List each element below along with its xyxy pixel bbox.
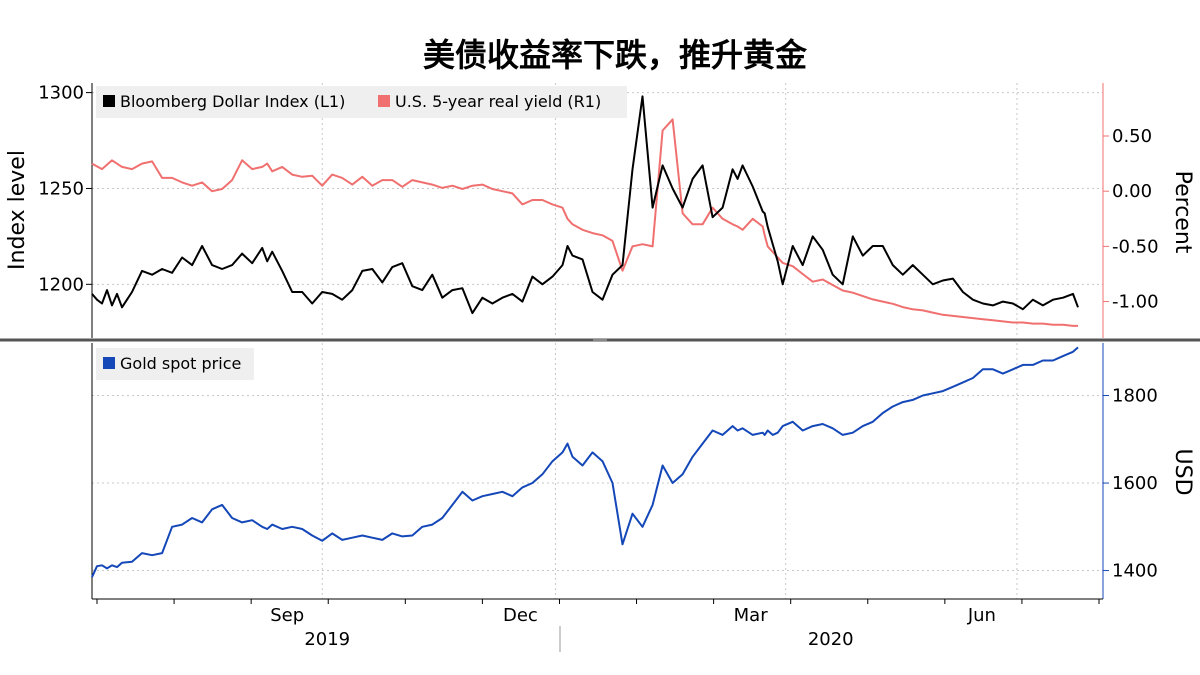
top-legend: Bloomberg Dollar Index (L1) U.S. 5-year …: [96, 86, 627, 118]
left-tick-label-1: 1250: [38, 178, 84, 199]
legend-swatch-dollar-index: [103, 95, 115, 107]
chart-title: 美债收益率下跌，推升黄金: [423, 36, 808, 74]
top-legend-background: [96, 86, 627, 118]
bottom-panel: 1400 1600 1800 Gold spot price USD: [91, 343, 1195, 600]
left-tick-label-0: 1200: [38, 274, 84, 295]
month-label-3: Jun: [967, 605, 996, 626]
bottom-series: [91, 346, 1079, 578]
series-line-gold: [91, 346, 1079, 578]
right-tick-label-2: -0.50: [1112, 236, 1159, 257]
right-tick-label-1: 0.00: [1112, 181, 1152, 202]
legend-label-dollar-index: Bloomberg Dollar Index (L1): [120, 92, 345, 111]
usd-tick-label-1: 1600: [1112, 473, 1158, 494]
top-left-ticks: 1200 1250 1300: [38, 83, 92, 295]
right-axis-title-percent: Percent: [1170, 171, 1195, 254]
month-label-2: Mar: [734, 605, 769, 626]
time-axis: Sep Dec Mar Jun 2019 2020: [96, 599, 1100, 650]
top-right-ticks: 0.50 0.00 -0.50 -1.00: [1103, 126, 1159, 313]
bottom-legend: Gold spot price: [96, 348, 254, 380]
top-series: [91, 95, 1079, 327]
top-panel: 1200 1250 1300 0.50 0.00 -0.50 -1.00 Bloomber…: [5, 83, 1195, 338]
left-axis-title: Index level: [5, 150, 30, 270]
legend-label-gold: Gold spot price: [120, 354, 241, 373]
month-label-1: Dec: [503, 605, 538, 626]
right-tick-label-3: -1.00: [1112, 292, 1159, 313]
left-tick-label-2: 1300: [38, 83, 84, 104]
year-label-0: 2019: [304, 629, 350, 650]
series-line-real-yield: [91, 118, 1078, 327]
usd-tick-label-0: 1400: [1112, 561, 1158, 582]
year-label-1: 2020: [808, 629, 854, 650]
series-line-dollar-index: [91, 95, 1079, 315]
usd-tick-label-2: 1800: [1112, 386, 1158, 407]
bottom-legend-background: [96, 348, 254, 380]
legend-swatch-gold: [103, 357, 115, 369]
legend-swatch-real-yield: [378, 95, 390, 107]
right-tick-label-0: 0.50: [1112, 126, 1152, 147]
legend-label-real-yield: U.S. 5-year real yield (R1): [395, 92, 601, 111]
bottom-grid: [92, 343, 1103, 599]
right-axis-title-usd: USD: [1170, 448, 1195, 495]
month-label-0: Sep: [270, 605, 304, 626]
bottom-right-ticks: 1400 1600 1800: [1103, 386, 1158, 582]
